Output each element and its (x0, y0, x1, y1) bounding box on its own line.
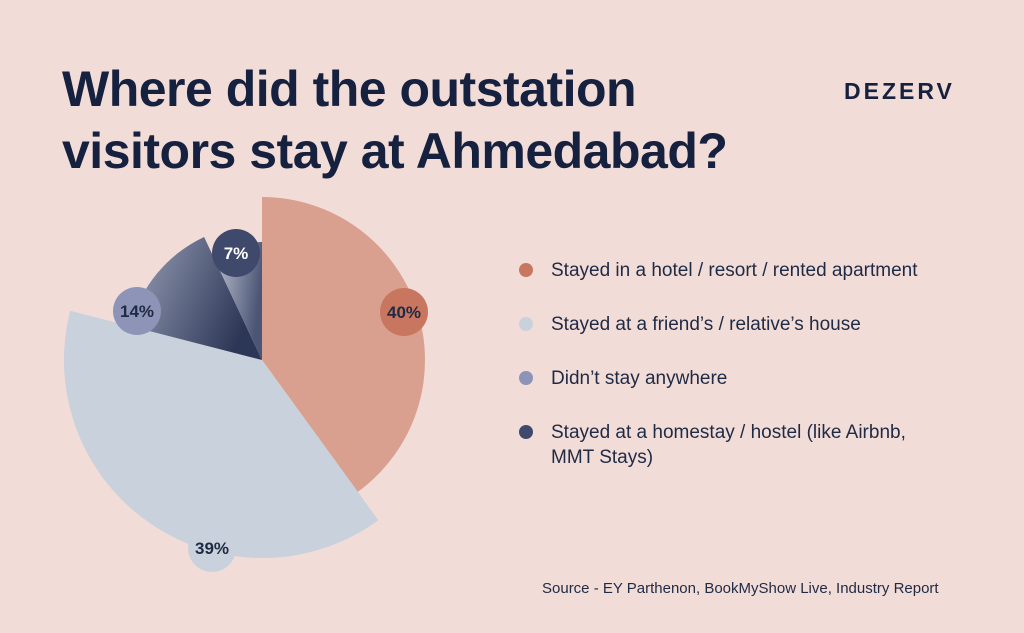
legend-swatch (519, 317, 533, 331)
pie-slice (63, 310, 379, 559)
slice-badge-circle (212, 229, 260, 277)
slice-badge: 40% (380, 288, 428, 336)
slice-badge-circle (113, 287, 161, 335)
slice-badge: 7% (212, 229, 260, 277)
slice-label: 39% (195, 539, 229, 558)
legend-item: Stayed at a homestay / hostel (like Airb… (519, 420, 919, 470)
brand-logo: DEZERV (844, 78, 955, 104)
legend-swatch (519, 263, 533, 277)
slice-badge: 39% (188, 524, 236, 572)
legend-item: Stayed at a friend’s / relative’s house (519, 312, 919, 337)
legend-item: Didn’t stay anywhere (519, 366, 919, 391)
chart-legend: Stayed in a hotel / resort / rented apar… (519, 258, 919, 470)
slice-badge-circle (188, 524, 236, 572)
pie-slice (130, 236, 262, 360)
legend-swatch (519, 371, 533, 385)
source-note: Source - EY Parthenon, BookMyShow Live, … (542, 580, 939, 597)
legend-swatch (519, 425, 533, 439)
slice-label: 40% (387, 303, 421, 322)
legend-label: Stayed in a hotel / resort / rented apar… (551, 260, 918, 281)
pie-slice (262, 197, 426, 492)
chart-title: Where did the outstation visitors stay a… (62, 61, 728, 179)
legend-label: Stayed at a friend’s / relative’s house (551, 314, 861, 335)
slice-label: 14% (120, 302, 154, 321)
legend-item: Stayed in a hotel / resort / rented apar… (519, 258, 919, 283)
legend-label: Didn’t stay anywhere (551, 368, 728, 389)
slice-badge-circle (380, 288, 428, 336)
legend-label: Stayed at a homestay / hostel (like Airb… (551, 422, 906, 468)
slice-label: 7% (224, 244, 249, 263)
slice-badge: 14% (113, 287, 161, 335)
